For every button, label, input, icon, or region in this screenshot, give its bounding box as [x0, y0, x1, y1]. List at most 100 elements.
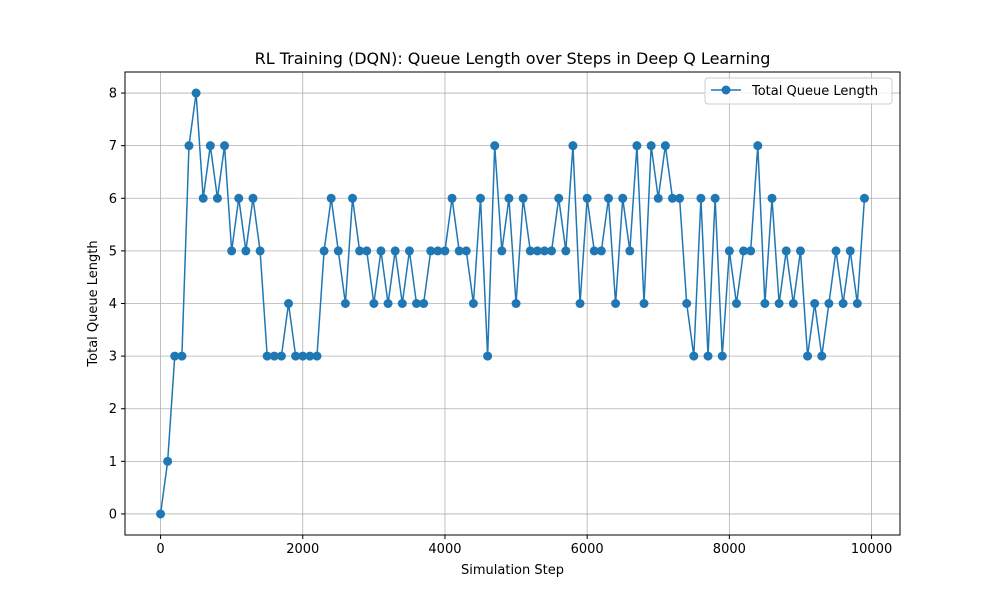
data-point	[298, 351, 308, 361]
data-point	[191, 88, 201, 98]
x-axis: 0 2000 4000 6000 8000 10000	[156, 535, 892, 557]
y-tick-label: 4	[109, 297, 117, 312]
data-point	[369, 299, 379, 308]
data-point	[397, 299, 407, 308]
data-point	[319, 246, 329, 256]
data-point	[539, 246, 549, 256]
data-point	[803, 351, 813, 361]
y-tick-label: 6	[109, 192, 117, 207]
x-tick-label: 4000	[428, 542, 461, 557]
y-tick-label: 7	[109, 139, 117, 154]
data-point	[660, 141, 670, 151]
data-point	[646, 141, 656, 151]
data-point	[412, 299, 422, 308]
data-point	[682, 299, 692, 308]
data-point	[312, 351, 322, 361]
data-point	[383, 299, 393, 308]
data-point	[611, 299, 621, 308]
data-point	[845, 246, 855, 256]
data-point	[291, 351, 301, 361]
data-point	[440, 246, 450, 256]
data-point	[852, 299, 862, 308]
data-point	[511, 299, 521, 308]
data-point	[675, 193, 685, 203]
data-point	[340, 299, 350, 308]
x-tick-label: 6000	[571, 542, 604, 557]
data-point	[355, 246, 365, 256]
data-point	[362, 246, 372, 256]
y-axis-label: Total Queue Length	[86, 240, 101, 367]
y-tick-label: 3	[109, 350, 117, 365]
data-point	[461, 246, 471, 256]
data-point	[163, 456, 173, 466]
data-point	[838, 299, 848, 308]
data-point	[639, 299, 649, 308]
data-point	[497, 246, 507, 256]
data-point	[582, 193, 592, 203]
data-point	[767, 193, 777, 203]
data-point	[447, 193, 457, 203]
data-point	[419, 299, 429, 308]
data-point	[262, 351, 272, 361]
data-point	[348, 193, 358, 203]
data-point	[476, 193, 486, 203]
data-point	[667, 193, 677, 203]
data-point	[760, 299, 770, 308]
data-point	[696, 193, 706, 203]
data-point	[532, 246, 542, 256]
data-point	[795, 246, 805, 256]
data-point	[653, 193, 663, 203]
data-point	[234, 193, 244, 203]
x-tick-label: 8000	[713, 542, 746, 557]
data-point	[781, 246, 791, 256]
data-point	[184, 141, 194, 151]
data-point	[561, 246, 571, 256]
legend-box	[704, 77, 893, 105]
data-point	[717, 351, 727, 361]
legend-marker-sample	[721, 85, 731, 95]
data-point	[824, 299, 834, 308]
data-point	[703, 351, 713, 361]
chart-title: RL Training (DQN): Queue Length over Ste…	[255, 49, 771, 68]
data-point	[746, 246, 756, 256]
data-point	[390, 246, 400, 256]
data-point	[241, 246, 251, 256]
data-point	[575, 299, 585, 308]
x-tick-label: 2000	[286, 542, 319, 557]
data-point	[831, 246, 841, 256]
data-point	[454, 246, 464, 256]
y-tick-label: 5	[109, 244, 117, 259]
y-tick-label: 1	[109, 455, 117, 470]
data-point	[468, 299, 478, 308]
x-axis-label: Simulation Step	[461, 563, 564, 578]
data-point	[483, 351, 493, 361]
data-point	[689, 351, 699, 361]
data-point	[426, 246, 436, 256]
data-point	[774, 299, 784, 308]
data-point	[177, 351, 187, 361]
data-point	[212, 193, 222, 203]
data-point	[589, 246, 599, 256]
data-point	[269, 351, 279, 361]
data-point	[568, 141, 578, 151]
data-point	[554, 193, 564, 203]
data-point	[276, 351, 286, 361]
data-point	[525, 246, 535, 256]
data-point	[156, 509, 166, 519]
data-point	[724, 246, 734, 256]
x-tick-label: 10000	[851, 542, 892, 557]
data-point	[404, 246, 414, 256]
data-point	[859, 193, 869, 203]
series-layer	[156, 88, 869, 519]
data-point	[753, 141, 763, 151]
data-point	[632, 141, 642, 151]
data-point	[603, 193, 613, 203]
data-point	[255, 246, 265, 256]
data-point	[433, 246, 443, 256]
data-point	[248, 193, 258, 203]
data-point	[518, 193, 528, 203]
y-tick-label: 8	[109, 87, 117, 102]
x-tick-label: 0	[156, 542, 164, 557]
data-point	[596, 246, 606, 256]
